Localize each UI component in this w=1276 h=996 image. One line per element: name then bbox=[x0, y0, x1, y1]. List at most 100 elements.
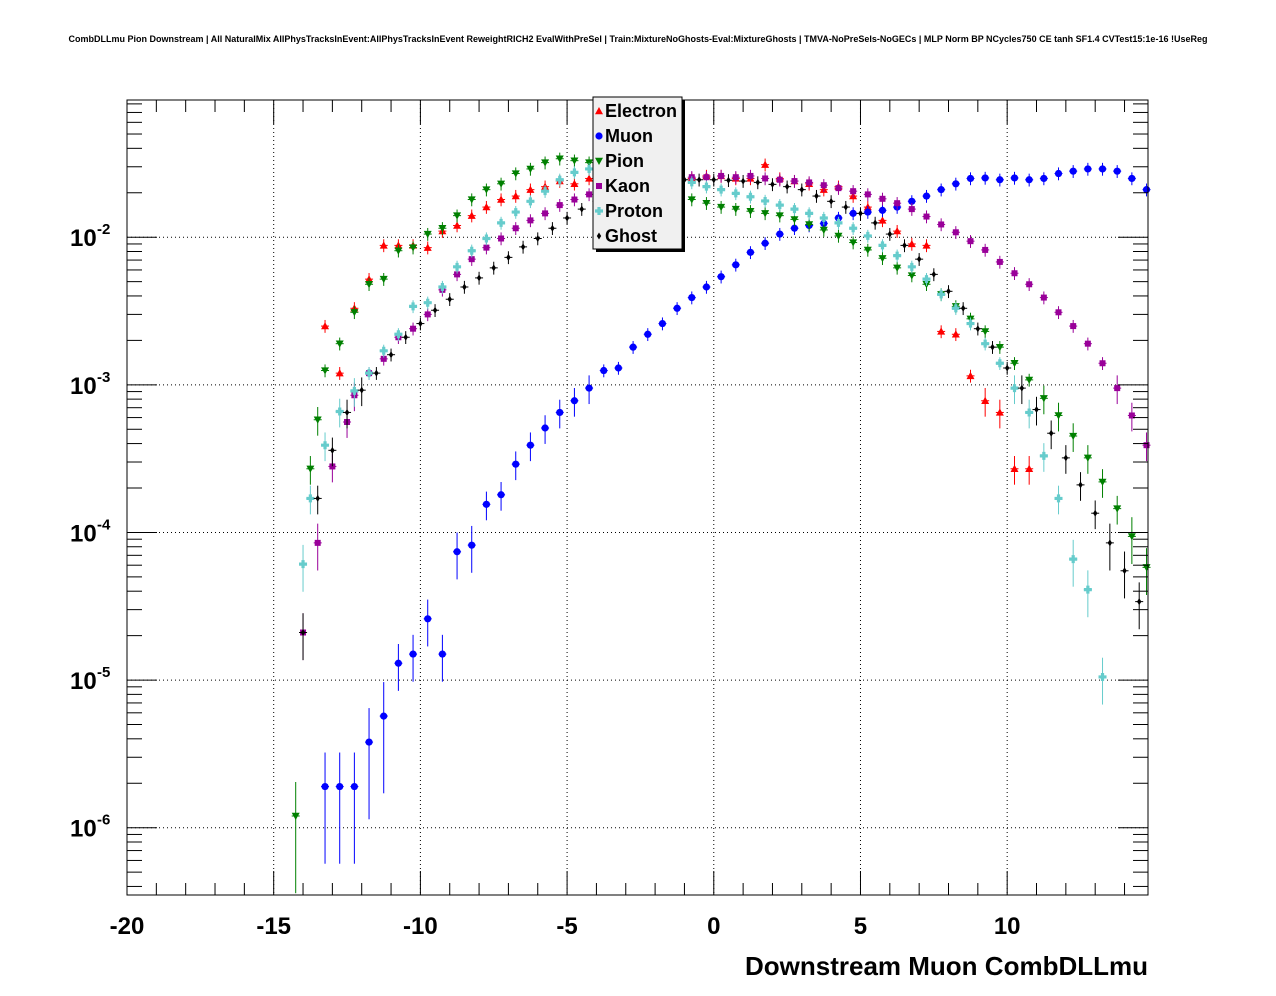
point-ghost bbox=[1063, 454, 1069, 462]
point-muon bbox=[966, 174, 975, 183]
point-kaon bbox=[835, 185, 842, 192]
point-muon bbox=[424, 615, 432, 623]
point-kaon bbox=[776, 176, 783, 183]
legend-label-electron: Electron bbox=[605, 101, 677, 121]
point-muon bbox=[585, 384, 593, 392]
point-pion bbox=[511, 170, 520, 178]
point-proton bbox=[1098, 672, 1107, 681]
point-ghost bbox=[388, 351, 394, 359]
y-tick-label: 10 bbox=[70, 373, 97, 400]
point-proton bbox=[995, 359, 1004, 368]
point-ghost bbox=[1122, 567, 1127, 575]
point-pion bbox=[775, 212, 784, 220]
point-proton bbox=[775, 201, 784, 210]
point-kaon bbox=[1026, 281, 1033, 288]
point-proton bbox=[951, 304, 960, 313]
point-muon bbox=[556, 408, 564, 417]
point-proton bbox=[1025, 408, 1034, 417]
point-ghost bbox=[1107, 539, 1113, 547]
point-muon bbox=[482, 500, 491, 508]
x-axis-title: Downstream Muon CombDLLmu bbox=[745, 951, 1148, 981]
legend-marker-ghost bbox=[596, 232, 602, 240]
point-ghost bbox=[828, 197, 834, 205]
point-proton bbox=[335, 407, 344, 416]
point-proton bbox=[394, 330, 403, 339]
point-kaon bbox=[952, 229, 959, 236]
point-kaon bbox=[850, 188, 857, 195]
series-muon bbox=[321, 162, 1151, 864]
point-electron bbox=[497, 195, 506, 203]
point-muon bbox=[614, 364, 623, 372]
point-pion bbox=[746, 208, 755, 216]
point-muon bbox=[996, 176, 1004, 184]
point-ghost bbox=[975, 325, 981, 333]
point-proton bbox=[1010, 384, 1019, 393]
point-proton bbox=[453, 262, 462, 271]
point-proton bbox=[467, 246, 476, 255]
point-proton bbox=[1069, 555, 1078, 564]
point-kaon bbox=[512, 225, 519, 232]
point-pion bbox=[526, 165, 535, 173]
legend-entry-kaon: Kaon bbox=[596, 176, 650, 196]
point-kaon bbox=[556, 202, 563, 209]
point-ghost bbox=[447, 295, 452, 303]
point-electron bbox=[335, 369, 344, 377]
point-kaon bbox=[542, 210, 549, 217]
point-muon bbox=[908, 197, 916, 205]
point-proton bbox=[805, 209, 814, 218]
point-kaon bbox=[791, 178, 798, 185]
point-pion bbox=[1039, 395, 1048, 403]
point-proton bbox=[438, 282, 447, 291]
point-kaon bbox=[424, 311, 431, 318]
legend: Electron Muon Pion Kaon Proton Ghost bbox=[592, 96, 685, 252]
point-pion bbox=[335, 340, 344, 348]
legend-entry-muon: Muon bbox=[595, 126, 653, 146]
point-proton bbox=[555, 175, 564, 184]
point-electron bbox=[907, 239, 916, 248]
point-ghost bbox=[711, 176, 716, 184]
point-proton bbox=[306, 494, 315, 503]
point-proton bbox=[497, 218, 506, 227]
point-kaon bbox=[864, 191, 871, 198]
point-electron bbox=[761, 160, 770, 168]
point-ghost bbox=[990, 343, 995, 351]
point-muon bbox=[321, 782, 329, 791]
point-proton bbox=[585, 164, 594, 173]
point-pion bbox=[321, 367, 330, 375]
point-muon bbox=[1084, 165, 1092, 173]
point-ghost bbox=[520, 243, 526, 251]
point-ghost bbox=[784, 183, 790, 191]
point-ghost bbox=[799, 186, 804, 194]
point-proton bbox=[981, 339, 990, 348]
point-ghost bbox=[1078, 481, 1083, 489]
point-proton bbox=[570, 168, 579, 177]
point-pion bbox=[541, 159, 550, 167]
point-kaon bbox=[1070, 323, 1077, 330]
legend-label-kaon: Kaon bbox=[605, 176, 650, 196]
point-electron bbox=[966, 371, 975, 380]
point-ghost bbox=[696, 176, 702, 184]
point-ghost bbox=[946, 287, 951, 295]
point-ghost bbox=[506, 253, 511, 261]
point-proton bbox=[717, 185, 726, 194]
point-kaon bbox=[527, 217, 534, 224]
point-ghost bbox=[755, 178, 760, 186]
point-kaon bbox=[1040, 294, 1047, 301]
point-kaon bbox=[718, 172, 725, 179]
point-electron bbox=[467, 211, 476, 219]
point-muon bbox=[365, 738, 373, 746]
legend-marker-muon bbox=[595, 132, 603, 140]
point-kaon bbox=[410, 325, 417, 332]
point-muon bbox=[409, 650, 417, 658]
point-ghost bbox=[916, 255, 922, 263]
point-proton bbox=[922, 275, 931, 284]
point-proton bbox=[819, 213, 828, 222]
point-kaon bbox=[879, 195, 886, 202]
point-muon bbox=[350, 782, 358, 791]
point-kaon bbox=[314, 539, 321, 546]
point-muon bbox=[776, 230, 784, 238]
point-muon bbox=[688, 293, 696, 302]
point-muon bbox=[468, 541, 476, 549]
y-tick-exponent: -3 bbox=[97, 369, 110, 386]
